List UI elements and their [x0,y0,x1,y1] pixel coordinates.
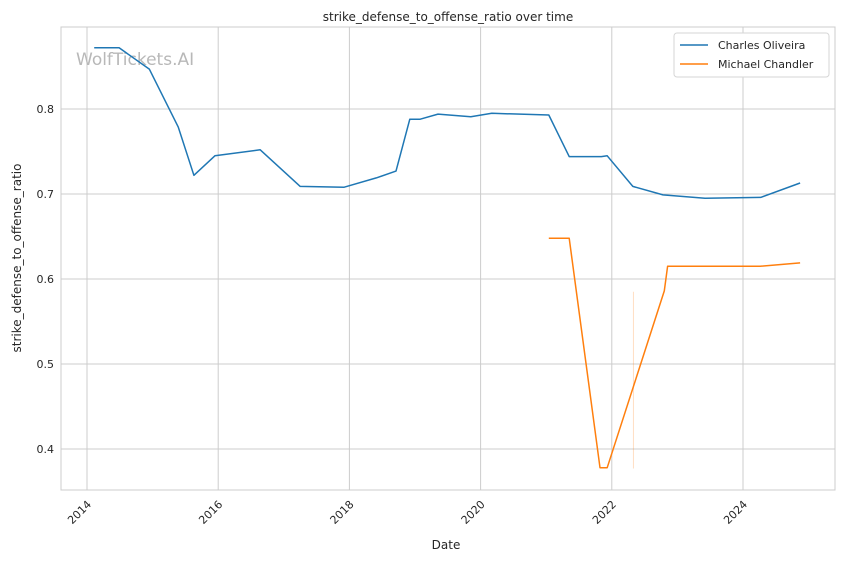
chart-title: strike_defense_to_offense_ratio over tim… [323,10,573,24]
y-tick-label: 0.4 [37,443,55,456]
x-tick-label: 2022 [590,498,619,527]
y-tick-label: 0.6 [37,273,55,286]
x-tick-label: 2016 [196,498,225,527]
legend-label-oliveira: Charles Oliveira [718,39,805,52]
legend-box [673,32,830,78]
y-tick-label: 0.7 [37,188,55,201]
series-lines [94,47,801,469]
x-tick-label: 2020 [459,498,488,527]
x-tick-label: 2024 [721,498,750,527]
plot-frame [60,26,836,491]
series-line-oliveira [94,47,801,200]
x-tick-label: 2014 [65,498,94,527]
y-axis-label: strike_defense_to_offense_ratio [10,164,24,353]
y-tick-label: 0.5 [37,358,55,371]
legend-label-chandler: Michael Chandler [718,58,814,71]
series-line-chandler [548,237,801,469]
tick-labels: 2014 2016 2018 2020 2022 2024 0.4 0.5 0.6 0.7 0.8 [37,103,751,527]
x-axis-label: Date [432,538,461,552]
y-tick-label: 0.8 [37,103,55,116]
watermark: WolfTickets.AI [76,50,194,70]
grid [61,27,835,490]
legend: Charles Oliveira Michael Chandler [673,32,830,78]
x-tick-label: 2018 [328,498,357,527]
